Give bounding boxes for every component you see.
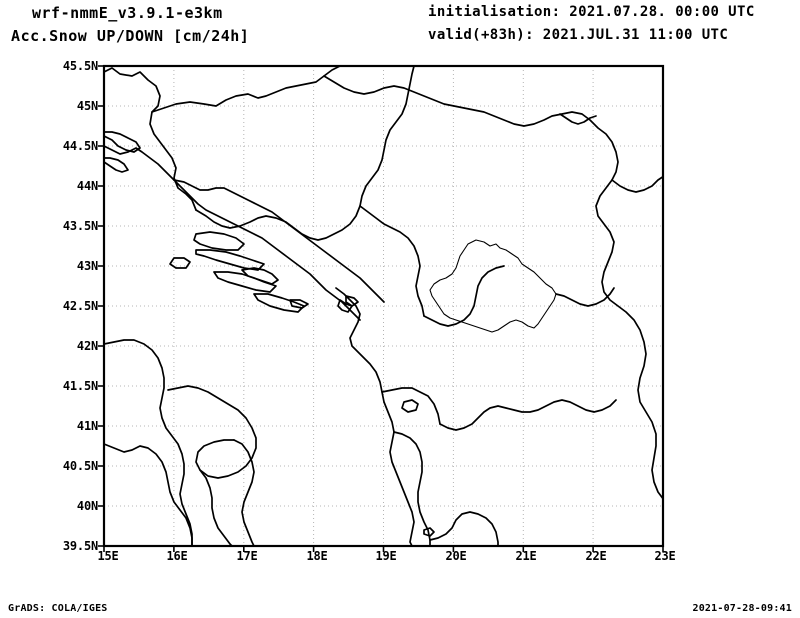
y-tick-label: 41N [76,419,98,433]
y-tick-label: 41.5N [62,379,98,393]
model-title: wrf-nmmE_v3.9.1-e3km [32,4,223,22]
y-tick-label: 42.5N [62,299,98,313]
y-tick-label: 44N [76,179,98,193]
y-tick-label: 39.5N [62,539,98,553]
y-tick-label: 45.5N [62,59,98,73]
y-tick-label: 40N [76,499,98,513]
x-tick-label: 17E [236,549,258,563]
x-tick-label: 22E [585,549,607,563]
y-tick-label: 45N [76,99,98,113]
x-tick-label: 21E [515,549,537,563]
y-tick-label: 43N [76,259,98,273]
y-tick-label: 44.5N [62,139,98,153]
y-axis-labels: 39.5N 40N 40.5N 41N 41.5N 42N 42.5N 43N … [0,0,98,618]
x-tick-label: 18E [306,549,328,563]
initialisation-time: initialisation: 2021.07.28. 00:00 UTC [428,4,755,20]
render-timestamp: 2021-07-28-09:41 [692,603,792,614]
field-title: h Acc.Snow UP/DOWN [cm/24h] [0,27,250,45]
y-tick-label: 43.5N [62,219,98,233]
grads-producer-label: GrADS: COLA/IGES [8,603,108,614]
axis-ticks [98,65,664,552]
x-tick-label: 23E [654,549,676,563]
valid-time: valid(+83h): 2021.JUL.31 11:00 UTC [428,27,729,43]
gridlines [104,66,663,546]
y-tick-label: 40.5N [62,459,98,473]
x-tick-label: 15E [97,549,119,563]
x-tick-label: 20E [445,549,467,563]
x-tick-label: 19E [375,549,397,563]
coastlines-and-borders [104,66,663,546]
y-tick-label: 42N [76,339,98,353]
header: wrf-nmmE_v3.9.1-e3km h Acc.Snow UP/DOWN … [0,0,800,52]
x-tick-label: 16E [166,549,188,563]
